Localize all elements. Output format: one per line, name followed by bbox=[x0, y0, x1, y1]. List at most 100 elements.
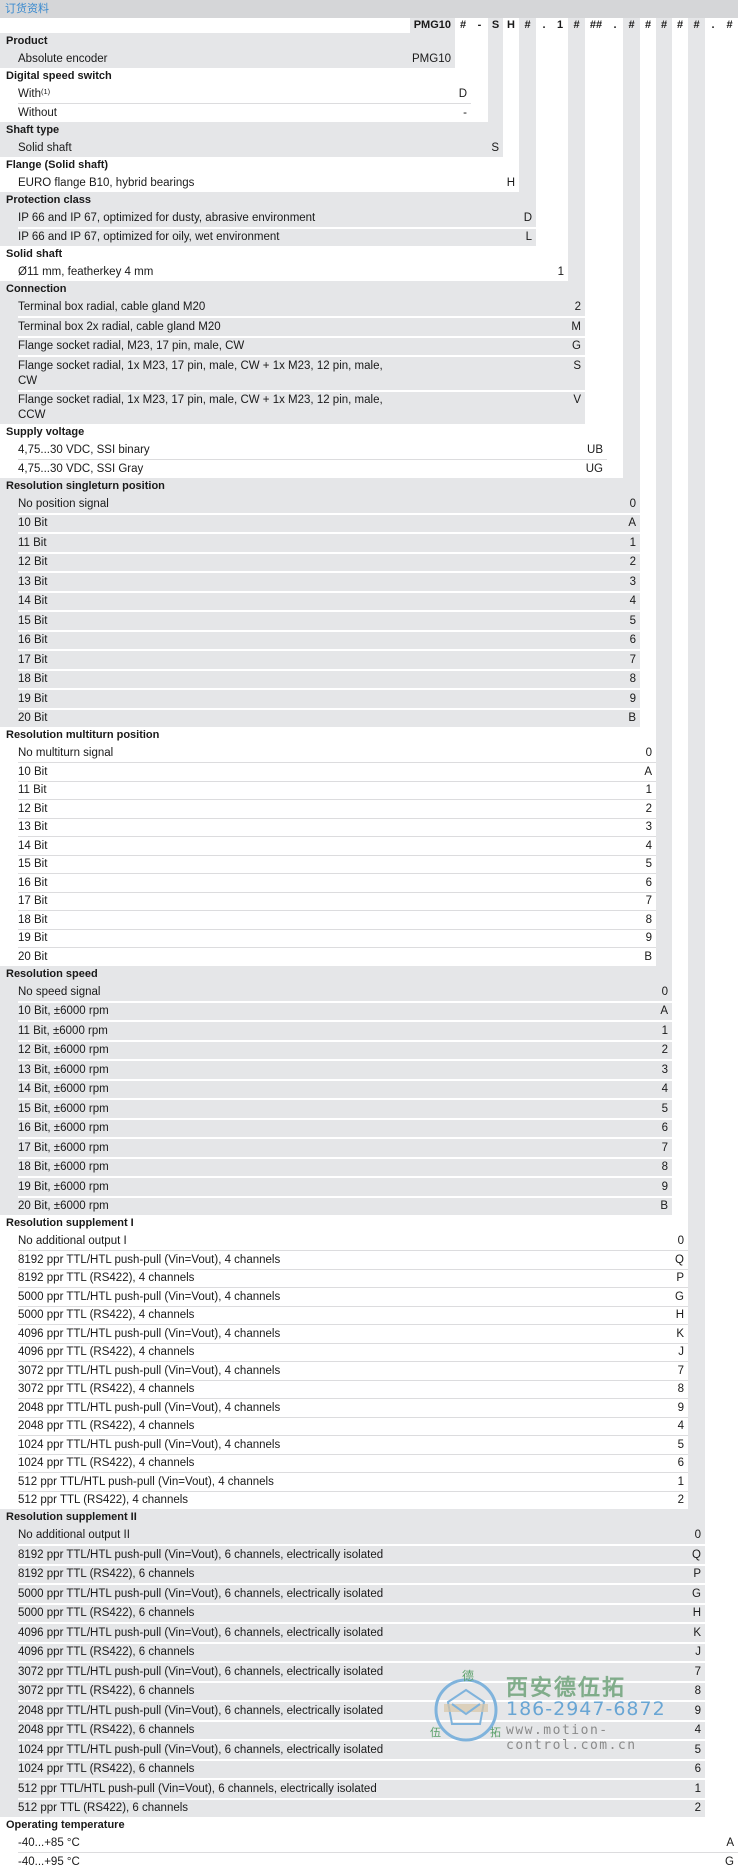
section-title: Resolution singleturn position bbox=[6, 479, 165, 492]
option-row: 4,75...30 VDC, SSI binary UB bbox=[18, 442, 607, 460]
option-label-text: IP 66 and IP 67, optimized for oily, wet… bbox=[18, 231, 280, 243]
option-label-text: 16 Bit bbox=[18, 876, 48, 889]
header-code-8: # bbox=[573, 19, 580, 31]
option-label: 4,75...30 VDC, SSI binary bbox=[18, 443, 388, 458]
option-label: 13 Bit bbox=[18, 820, 388, 835]
option-label: 12 Bit, ±6000 rpm bbox=[18, 1043, 388, 1058]
option-row: 14 Bit 4 bbox=[18, 590, 640, 611]
option-label: EURO flange B10, hybrid bearings bbox=[18, 176, 388, 191]
option-label: 2048 ppr TTL/HTL push-pull (Vin=Vout), 4… bbox=[18, 1401, 388, 1416]
option-code: B bbox=[660, 1200, 668, 1212]
option-code: Q bbox=[675, 1253, 684, 1266]
option-label: IP 66 and IP 67, optimized for oily, wet… bbox=[18, 230, 388, 245]
section-product: Product Absolute encoder PMG10 bbox=[0, 33, 455, 68]
option-code: L bbox=[525, 231, 532, 243]
header-code-10: . bbox=[613, 19, 617, 31]
section-title: Resolution supplement II bbox=[6, 1511, 137, 1523]
option-label-text: 4,75...30 VDC, SSI binary bbox=[18, 444, 150, 456]
option-code: 4 bbox=[661, 1083, 668, 1095]
header-code-0: PMG10 bbox=[413, 19, 451, 31]
header-code-6: . bbox=[542, 19, 546, 31]
option-row: 16 Bit 6 bbox=[18, 873, 656, 892]
option-label-text: 14 Bit bbox=[18, 839, 48, 852]
header-code-12: # bbox=[644, 19, 652, 31]
section-flange-solid-shaft: Flange (Solid shaft) EURO flange B10, hyb… bbox=[0, 156, 519, 192]
option-label: 5000 ppr TTL/HTL push-pull (Vin=Vout), 6… bbox=[18, 1587, 388, 1602]
option-code: S bbox=[573, 359, 581, 372]
option-row: 15 Bit 5 bbox=[18, 610, 640, 630]
option-label: -40...+85 °C bbox=[18, 1836, 388, 1851]
option-label-text: 4096 ppr TTL/HTL push-pull (Vin=Vout), 4… bbox=[18, 1327, 281, 1340]
option-code: 1 bbox=[629, 536, 636, 549]
option-row: 8192 ppr TTL/HTL push-pull (Vin=Vout), 6… bbox=[18, 1544, 705, 1564]
section-title: Supply voltage bbox=[6, 426, 85, 438]
option-code: 6 bbox=[677, 1457, 684, 1469]
option-label: Terminal box radial, cable gland M20 bbox=[18, 300, 388, 315]
option-row: 13 Bit 3 bbox=[18, 817, 656, 837]
option-label: 4,75...30 VDC, SSI Gray bbox=[18, 462, 388, 477]
option-label-text: 1024 ppr TTL (RS422), 4 channels bbox=[18, 1457, 195, 1469]
option-code: A bbox=[660, 1005, 668, 1017]
option-label-text: 15 Bit, ±6000 rpm bbox=[18, 1102, 109, 1115]
option-label-text: 2048 ppr TTL/HTL push-pull (Vin=Vout), 4… bbox=[18, 1401, 281, 1414]
option-code: A bbox=[628, 517, 636, 529]
option-row: 10 Bit, ±6000 rpm A bbox=[18, 1000, 672, 1021]
option-label-text: 14 Bit, ±6000 rpm bbox=[18, 1083, 109, 1095]
option-code: 4 bbox=[645, 839, 652, 852]
option-label: Terminal box 2x radial, cable gland M20 bbox=[18, 320, 388, 335]
option-label: 1024 ppr TTL (RS422), 4 channels bbox=[18, 1456, 388, 1471]
option-label: 15 Bit, ±6000 rpm bbox=[18, 1102, 388, 1117]
section-resolution-supplement-i: Resolution supplement I No additional out… bbox=[0, 1215, 688, 1509]
option-code: 2 bbox=[645, 802, 652, 815]
option-row: 4,75...30 VDC, SSI Gray UG bbox=[18, 459, 607, 478]
option-row: 8192 ppr TTL (RS422), 6 channels P bbox=[18, 1563, 705, 1584]
option-label-text: 19 Bit bbox=[18, 932, 48, 944]
option-label: 12 Bit bbox=[18, 802, 388, 817]
section-title: Resolution speed bbox=[6, 967, 98, 980]
option-row: 19 Bit 9 bbox=[18, 928, 656, 948]
option-row: 4096 ppr TTL (RS422), 6 channels J bbox=[18, 1641, 705, 1662]
option-row: 11 Bit, ±6000 rpm 1 bbox=[18, 1020, 672, 1040]
option-label: Flange socket radial, 1x M23, 17 pin, ma… bbox=[18, 359, 388, 389]
option-code: 4 bbox=[629, 595, 636, 607]
option-row: 14 Bit, ±6000 rpm 4 bbox=[18, 1078, 672, 1099]
option-row: 1024 ppr TTL (RS422), 4 channels 6 bbox=[18, 1453, 688, 1473]
option-code: 7 bbox=[629, 653, 636, 666]
option-row: 18 Bit 8 bbox=[18, 668, 640, 689]
option-label-text: 5000 ppr TTL/HTL push-pull (Vin=Vout), 4… bbox=[18, 1290, 281, 1303]
option-row: No additional output II 0 bbox=[18, 1527, 705, 1545]
option-row: IP 66 and IP 67, optimized for dusty, ab… bbox=[18, 209, 536, 227]
section-title: Shaft type bbox=[6, 123, 60, 136]
option-code: 0 bbox=[661, 985, 668, 998]
option-label-text: 2048 ppr TTL/HTL push-pull (Vin=Vout), 6… bbox=[18, 1704, 384, 1717]
option-code: 9 bbox=[629, 692, 636, 705]
option-label: 17 Bit bbox=[18, 894, 388, 909]
code-column-stripe bbox=[656, 18, 672, 1216]
option-label: Flange socket radial, 1x M23, 17 pin, ma… bbox=[18, 393, 388, 423]
option-row: Solid shaft S bbox=[18, 139, 503, 157]
option-row: 3072 ppr TTL/HTL push-pull (Vin=Vout), 4… bbox=[18, 1361, 688, 1380]
option-label-text: 20 Bit bbox=[18, 712, 48, 724]
option-row: 17 Bit, ±6000 rpm 7 bbox=[18, 1137, 672, 1157]
option-code: 1 bbox=[677, 1475, 684, 1488]
option-code: H bbox=[675, 1309, 684, 1321]
option-code: 8 bbox=[661, 1161, 668, 1173]
option-label: 14 Bit bbox=[18, 594, 388, 609]
header-code-3: S bbox=[491, 19, 500, 31]
option-label: 10 Bit bbox=[18, 765, 388, 780]
option-label: 8192 ppr TTL/HTL push-pull (Vin=Vout), 6… bbox=[18, 1548, 388, 1563]
option-row: 2048 ppr TTL/HTL push-pull (Vin=Vout), 6… bbox=[18, 1700, 705, 1720]
option-label: 512 ppr TTL/HTL push-pull (Vin=Vout), 4 … bbox=[18, 1475, 388, 1490]
option-label: 16 Bit bbox=[18, 633, 388, 648]
option-label-text: 12 Bit, ±6000 rpm bbox=[18, 1044, 109, 1056]
section-title: Flange (Solid shaft) bbox=[6, 158, 109, 171]
section-title: Operating temperature bbox=[6, 1819, 125, 1831]
option-code: 8 bbox=[645, 913, 652, 926]
option-row: Terminal box radial, cable gland M20 2 bbox=[18, 299, 585, 317]
option-label: IP 66 and IP 67, optimized for dusty, ab… bbox=[18, 211, 388, 226]
option-label: 4096 ppr TTL (RS422), 6 channels bbox=[18, 1645, 388, 1660]
option-label: 13 Bit, ±6000 rpm bbox=[18, 1063, 388, 1078]
option-row: Absolute encoder PMG10 bbox=[18, 51, 455, 69]
option-code: 1 bbox=[557, 266, 564, 278]
section-title: Protection class bbox=[6, 193, 91, 206]
